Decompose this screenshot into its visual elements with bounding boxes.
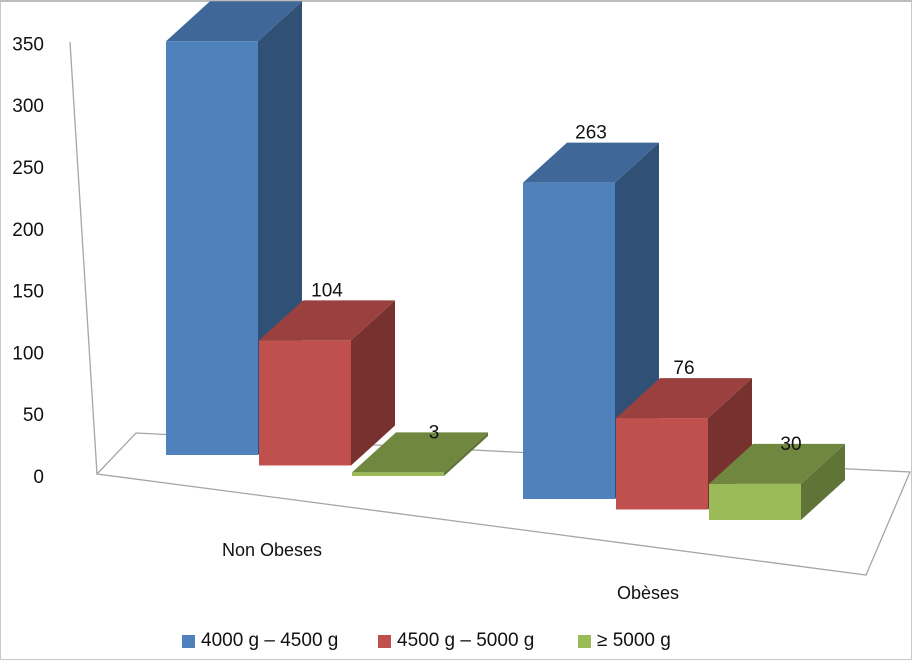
- data-label: 344: [218, 0, 250, 2]
- chart-floor: [95, 432, 911, 576]
- bar-top-face: [616, 378, 752, 419]
- legend-item-series-2: 4500 g – 5000 g: [378, 626, 534, 656]
- bar-top-face: [523, 142, 659, 183]
- data-label: 3: [429, 422, 440, 443]
- bar-top-face: [259, 300, 395, 341]
- legend-swatch-series-1: [182, 634, 195, 648]
- legend-item-series-3: ≥ 5000 g: [578, 626, 671, 656]
- legend-label-series-2: 4500 g – 5000 g: [397, 630, 535, 651]
- chart-area: 0 50 100 150 200 250 300 350 344 104 3 263 76 30 Non O…: [12, 0, 911, 603]
- bar-side-face: [801, 443, 845, 520]
- category-label: Non Obeses: [222, 540, 322, 560]
- bar-front-face: [166, 41, 258, 456]
- y-tick-label: 350: [12, 34, 44, 55]
- legend-label-series-3: ≥ 5000 g: [597, 630, 671, 651]
- y-tick-label: 50: [23, 405, 44, 426]
- bar-front-face: [352, 472, 444, 476]
- y-tick-label: 200: [12, 220, 44, 241]
- y-axis-line: [69, 41, 98, 475]
- data-label: 76: [673, 358, 694, 379]
- y-tick-label: 300: [12, 96, 44, 117]
- category-label: Obèses: [617, 583, 679, 603]
- bar-side-face: [444, 432, 488, 476]
- legend: 4000 g – 4500 g 4500 g – 5000 g ≥ 5000 g: [0, 626, 912, 656]
- legend-label-series-1: 4000 g – 4500 g: [201, 630, 339, 651]
- legend-item-series-1: 4000 g – 4500 g: [182, 626, 338, 656]
- y-tick-label: 100: [12, 343, 44, 364]
- bar-front-face: [616, 418, 708, 510]
- data-label: 30: [780, 434, 801, 455]
- bar-top-face: [709, 443, 845, 484]
- bar-front-face: [709, 483, 801, 520]
- bar-side-face: [351, 300, 395, 466]
- bar-top-face: [352, 432, 488, 473]
- bar-front-face: [259, 340, 351, 466]
- legend-swatch-series-2: [378, 634, 391, 648]
- y-tick-label: 0: [33, 467, 44, 488]
- bar-top-face: [166, 1, 302, 42]
- data-label: 263: [575, 123, 607, 144]
- y-tick-label: 250: [12, 158, 44, 179]
- bar-front-face: [523, 182, 615, 500]
- y-tick-label: 150: [12, 282, 44, 303]
- data-label: 104: [311, 280, 343, 301]
- legend-swatch-series-3: [578, 634, 591, 648]
